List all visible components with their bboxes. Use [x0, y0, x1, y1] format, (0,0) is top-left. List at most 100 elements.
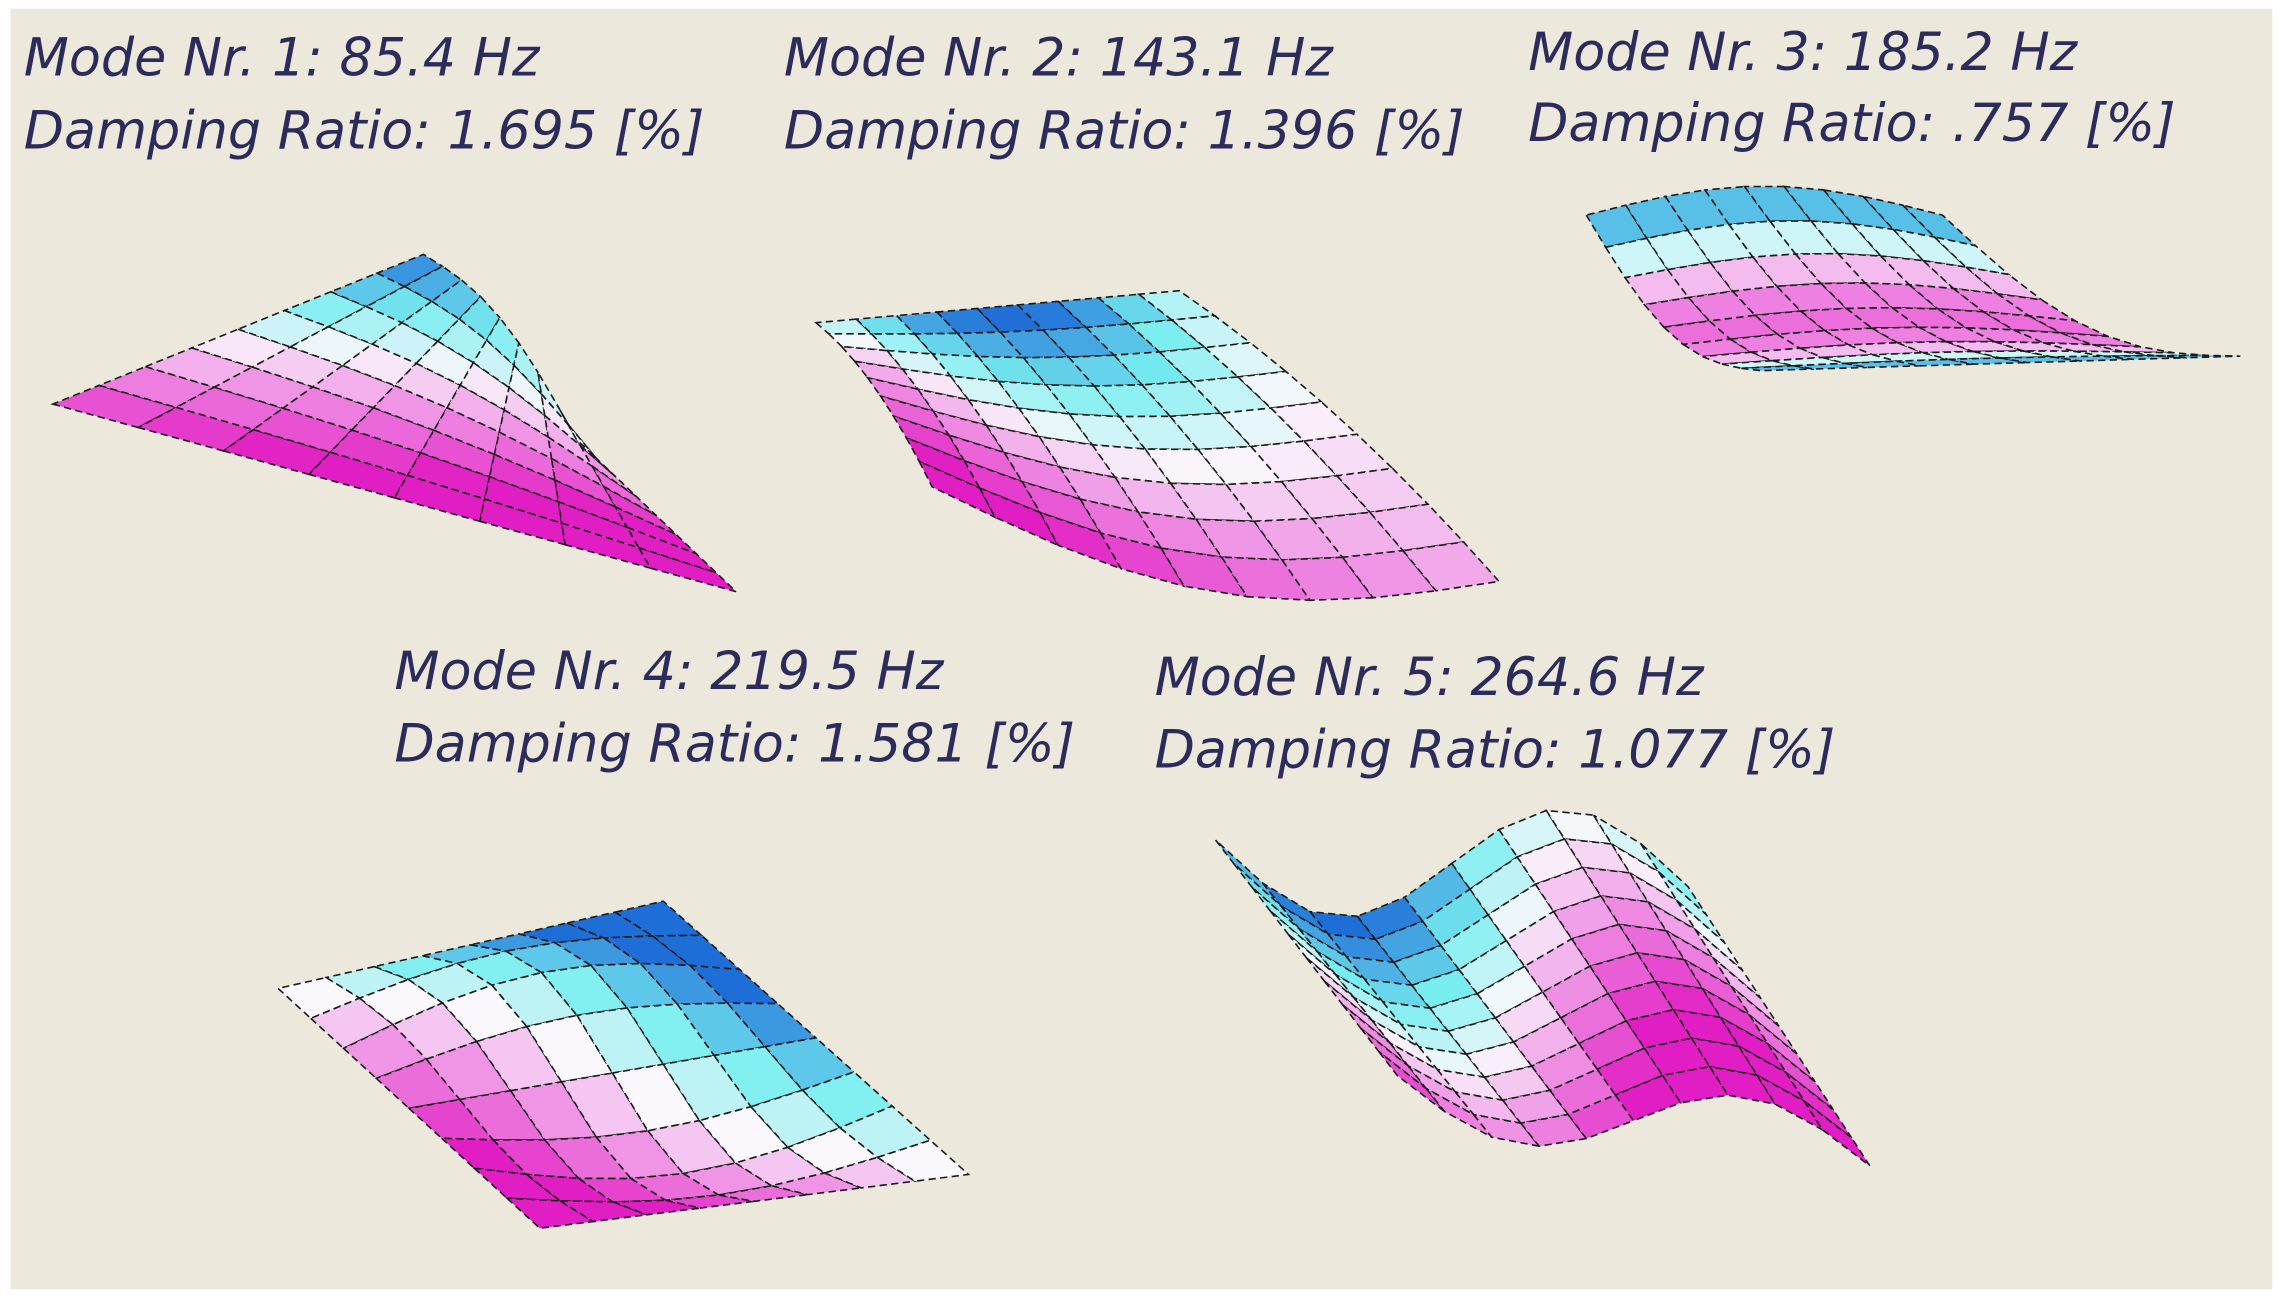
surface-cell	[1869, 326, 1950, 344]
surface-cell	[1501, 1089, 1570, 1125]
surface-cell	[282, 290, 369, 328]
mode-damping: Damping Ratio: .757 [%]	[1528, 93, 2175, 154]
surface-cell	[557, 500, 641, 550]
surface-cell	[1410, 968, 1479, 1010]
surface-cell	[1611, 843, 1678, 902]
surface-cell	[947, 433, 1025, 484]
mode-damping: Damping Ratio: 1.695 [%]	[24, 100, 705, 161]
surface-cell	[1945, 340, 2024, 353]
surface-cell	[2000, 356, 2081, 364]
surface-cell	[1196, 445, 1284, 486]
surface-cell	[455, 950, 544, 987]
surface-cell	[1342, 1004, 1409, 1067]
surface-cell	[976, 355, 1049, 386]
surface-cell	[1548, 1068, 1617, 1116]
surface-cell	[1016, 300, 1089, 331]
surface-cell	[1169, 482, 1256, 523]
mode-frequency: Mode Nr. 2: 143.1 Hz	[784, 28, 1335, 89]
surface-cell	[2023, 350, 2104, 358]
surface-cell	[771, 1172, 865, 1196]
surface-cell	[1324, 980, 1391, 1044]
surface-cell	[1708, 256, 1779, 293]
surface-cell	[763, 1036, 856, 1092]
surface-cell	[1592, 814, 1660, 873]
surface-cell	[1606, 980, 1675, 1022]
surface-cell	[136, 406, 256, 452]
surface-cell	[1566, 1093, 1635, 1140]
surface-cell	[1302, 433, 1395, 477]
surface-cell	[1428, 992, 1497, 1033]
surface-cell	[1731, 285, 1803, 317]
surface-cell	[1624, 195, 1690, 240]
surface-cell	[1897, 340, 1974, 354]
surface-cell	[324, 965, 411, 1000]
surface-cell	[1624, 1008, 1693, 1050]
surface-cell	[1099, 531, 1186, 588]
surface-cell	[1471, 1113, 1541, 1148]
surface-cell	[687, 964, 780, 1005]
surface-cell	[143, 347, 255, 389]
surface-cell	[1233, 863, 1300, 930]
surface-cell	[491, 1139, 581, 1180]
surface-cell	[1224, 480, 1314, 523]
surface-cell	[865, 376, 936, 413]
surface-cell	[984, 424, 1062, 469]
surface-cell	[550, 457, 618, 509]
surface-cell	[402, 265, 463, 303]
surface-cell	[1378, 1051, 1446, 1113]
surface-cell	[406, 451, 491, 500]
surface-cell	[1775, 282, 1849, 312]
surfaces	[50, 185, 2241, 1230]
mode-damping: Damping Ratio: 1.581 [%]	[394, 714, 1075, 775]
surface-cell	[839, 345, 905, 371]
surface-cell	[391, 1001, 478, 1061]
surface-cell	[613, 505, 697, 555]
surface-cell	[1056, 296, 1132, 329]
mode-frequency: Mode Nr. 4: 219.5 Hz	[394, 641, 945, 702]
surface-cell	[281, 385, 375, 431]
surface-cell	[1643, 1037, 1712, 1077]
surface-cell	[1966, 327, 2044, 344]
surface-cell	[458, 1089, 547, 1141]
surface-cell	[503, 941, 594, 974]
surface-cell	[1249, 440, 1339, 483]
surface-cell	[2155, 354, 2241, 359]
surface-cell	[370, 321, 440, 365]
surface-cell	[371, 384, 449, 432]
surface-cell	[1169, 315, 1253, 349]
surface-cell	[1157, 346, 1240, 383]
surface-cell	[508, 363, 546, 418]
surface-cell	[1464, 1041, 1534, 1079]
surface-cell	[675, 1002, 767, 1057]
surface-cell	[1972, 350, 2053, 359]
surface-cell	[998, 329, 1071, 359]
surface-cell	[483, 475, 563, 525]
mode-damping: Damping Ratio: 1.396 [%]	[784, 100, 1465, 161]
surface-cell	[894, 311, 960, 335]
surface-cell	[1666, 261, 1735, 299]
surface-cell	[904, 436, 982, 490]
surface-cell	[1112, 351, 1192, 386]
surface-cell	[1918, 326, 1996, 343]
surface-cell	[1604, 237, 1669, 279]
surface-cell	[948, 374, 1021, 410]
mode-frequency: Mode Nr. 1: 85.4 Hz	[24, 28, 541, 89]
surface-cell	[445, 384, 506, 434]
surface-cell	[498, 408, 553, 460]
mode-frequency: Mode Nr. 5: 264.6 Hz	[1155, 647, 1706, 708]
surface-cell	[1360, 1027, 1428, 1090]
surface-cell	[1392, 944, 1461, 987]
surface-cell	[1287, 933, 1355, 998]
surface-cell	[665, 1194, 755, 1209]
surface-cell	[1401, 541, 1501, 592]
surface-cell	[1446, 1016, 1515, 1056]
surface-cell	[637, 546, 737, 593]
surface-cell	[552, 937, 643, 967]
mode-frequency: Mode Nr. 3: 185.2 Hz	[1528, 22, 2079, 83]
surface-cell	[1269, 910, 1337, 976]
surface-cell	[441, 984, 529, 1043]
surface-cell	[875, 1139, 971, 1183]
surface-cell	[1251, 886, 1319, 953]
surface-cell	[1614, 1074, 1682, 1122]
